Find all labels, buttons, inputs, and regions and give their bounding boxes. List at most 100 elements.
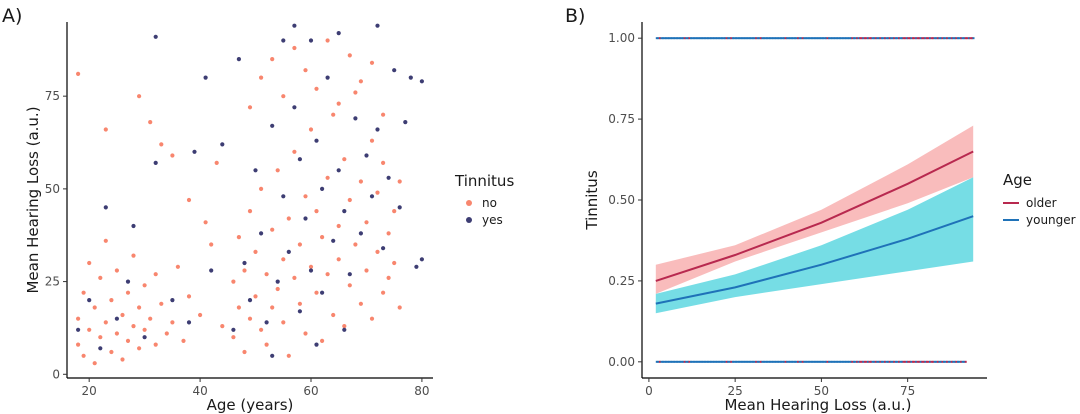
point-no-59 [264,272,269,277]
point-yes-5 [125,279,131,284]
point-no-16 [120,312,125,318]
panel-a-y-ticks: 0 25 50 75 [45,89,67,381]
point-no-28 [153,272,158,277]
point-yes-48 [381,246,386,251]
point-yes-58 [281,38,286,43]
point-no-57 [259,327,264,332]
point-no-32 [175,264,180,269]
point-no-97 [369,138,375,143]
point-yes-31 [308,268,314,273]
point-yes-3 [103,205,108,210]
point-no-52 [242,268,247,273]
panel-a-x-ticks: 20 40 60 80 [82,378,430,398]
b-y-tick-label-3: 0.75 [608,112,635,126]
point-no-106 [392,260,397,266]
point-yes-47 [375,127,380,132]
point-yes-30 [303,216,308,221]
point-no-40 [137,94,142,99]
point-no-112 [281,94,286,99]
point-yes-56 [419,79,424,84]
point-no-120 [369,60,375,65]
point-yes-4 [114,316,119,321]
point-no-95 [364,220,369,225]
point-no-94 [358,179,363,184]
point-yes-32 [308,38,314,43]
point-yes-16 [231,327,236,332]
point-yes-21 [259,231,264,236]
point-yes-40 [342,209,347,214]
point-no-92 [353,90,358,95]
line-older [655,150,974,282]
point-no-87 [342,157,347,162]
point-no-96 [364,268,369,273]
panel-b-rugs [655,37,975,363]
point-yes-29 [297,157,302,162]
b-x-tick-label-1: 25 [728,384,743,398]
point-yes-22 [264,320,269,325]
point-no-110 [259,75,264,80]
point-yes-6 [131,223,136,229]
point-no-60 [264,342,269,347]
point-yes-0 [76,327,81,332]
panel-b-legend-entry-older: older [1026,196,1057,210]
point-yes-53 [408,75,413,80]
point-no-108 [397,179,402,184]
point-yes-23 [270,123,275,128]
point-yes-42 [353,116,358,121]
point-yes-17 [236,57,241,62]
panel-a-points [76,23,424,366]
point-no-22 [137,346,142,351]
point-no-8 [98,275,103,280]
panel-a-legend-title: Tinnitus [454,172,514,190]
panel-a-label: A) [2,5,22,27]
point-no-3 [81,353,86,358]
point-no-69 [292,275,297,280]
point-no-100 [375,190,380,195]
point-no-71 [297,301,302,306]
point-yes-57 [292,23,297,28]
point-no-77 [314,290,319,295]
point-no-93 [358,301,363,306]
point-no-115 [314,86,319,91]
point-no-66 [281,257,286,262]
point-no-99 [375,249,380,254]
point-no-36 [209,242,214,247]
point-no-102 [381,160,386,165]
point-no-114 [303,68,308,73]
band-younger [655,177,974,314]
point-no-39 [103,127,108,132]
legend-dot-no [466,200,472,206]
point-yes-2 [98,346,103,351]
point-no-25 [142,327,147,332]
point-yes-38 [336,30,341,36]
point-no-104 [386,275,391,280]
y-tick-label-0: 0 [52,367,60,381]
point-no-68 [286,353,291,358]
point-no-38 [76,71,81,76]
point-no-107 [397,305,402,310]
point-no-72 [297,242,302,247]
point-no-33 [181,338,186,343]
point-no-81 [325,175,330,180]
point-yes-9 [153,34,158,39]
point-no-50 [236,235,241,240]
point-no-91 [353,242,358,247]
point-yes-39 [336,168,341,173]
panel-b-y-label: Tinnitus [583,170,601,230]
point-no-0 [76,342,81,347]
point-no-19 [125,338,131,343]
panel-b-x-label: Mean Hearing Loss (a.u.) [724,396,911,414]
point-no-103 [386,231,391,236]
point-no-20 [131,324,136,329]
point-no-58 [259,186,264,191]
b-y-tick-label-2: 0.50 [608,193,635,207]
point-no-6 [92,305,97,310]
point-no-78 [314,209,319,214]
point-no-53 [247,316,253,321]
point-no-24 [142,283,147,288]
point-yes-18 [242,260,247,266]
point-no-5 [87,260,92,266]
point-no-15 [114,268,119,273]
point-no-73 [303,194,308,199]
point-no-31 [170,320,175,325]
